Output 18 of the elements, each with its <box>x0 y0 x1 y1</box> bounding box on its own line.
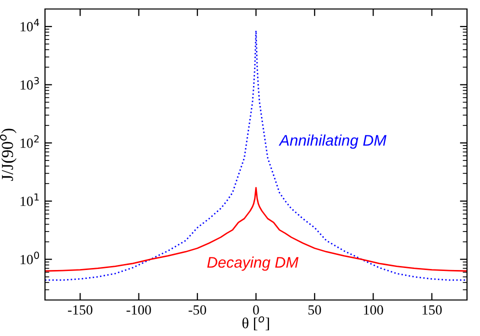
x-tick-label: 50 <box>308 305 322 315</box>
series-label: Annihilating DM <box>278 134 386 149</box>
x-tick-label: 150 <box>422 305 442 315</box>
y-tick-label: 10$^{2}$ <box>20 135 39 148</box>
y-tick-label: 10$^{0}$ <box>20 252 40 264</box>
y-tick-label: 10$^{4}$ <box>20 18 40 32</box>
x-tick-label: 0 <box>253 305 259 315</box>
series-label: Decaying DM <box>207 256 298 271</box>
x-axis-title: θ [$^{o}$] <box>242 316 269 330</box>
line-series <box>45 187 467 272</box>
y-tick-label: 10$^{1}$ <box>20 193 39 206</box>
x-tick-label: 100 <box>364 305 384 315</box>
x-tick-label: -100 <box>126 305 151 315</box>
y-axis-title: J/J(90$^{o}$) <box>0 128 16 181</box>
x-tick-label: -50 <box>188 305 206 315</box>
x-tick-label: -150 <box>68 305 92 315</box>
y-tick-label: 10$^{3}$ <box>20 76 39 90</box>
line-series <box>45 30 467 281</box>
